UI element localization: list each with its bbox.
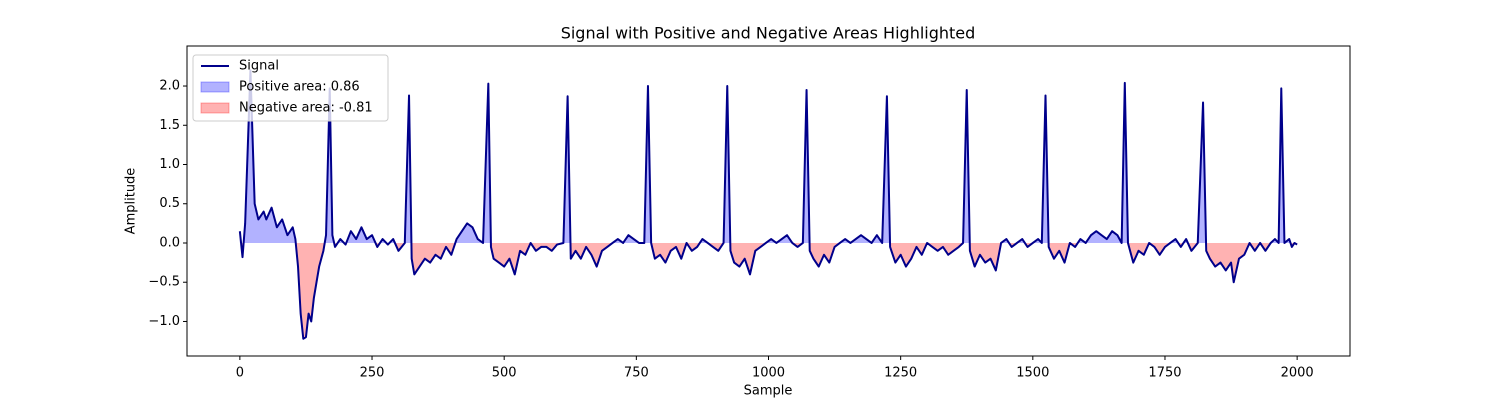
y-tick-label: 1.5 xyxy=(159,118,180,133)
signal-line xyxy=(238,69,1298,340)
x-tick-label: 1250 xyxy=(884,366,917,381)
y-tick-label: 2.0 xyxy=(159,79,180,94)
legend-box xyxy=(192,54,389,122)
x-tick-label: 500 xyxy=(492,366,517,381)
area-fill xyxy=(239,70,1298,243)
legend-swatch xyxy=(200,102,230,114)
x-axis-label: Sample xyxy=(744,384,793,399)
chart-title: Signal with Positive and Negative Areas … xyxy=(561,24,976,43)
x-tick-label: 2000 xyxy=(1281,366,1314,381)
y-tick-label: −0.5 xyxy=(148,275,180,290)
legend-label: Negative area: -0.81 xyxy=(239,101,373,116)
x-tick-label: 0 xyxy=(236,366,244,381)
plot-frame xyxy=(186,45,1351,357)
y-axis-label: Amplitude xyxy=(124,168,139,235)
legend-label: Signal xyxy=(239,59,279,74)
x-tick-label: 750 xyxy=(624,366,649,381)
x-tick-label: 1000 xyxy=(752,366,785,381)
y-tick-label: 0.0 xyxy=(159,235,180,250)
x-tick-label: 1750 xyxy=(1148,366,1181,381)
y-tick-label: 0.5 xyxy=(159,196,180,211)
legend-label: Positive area: 0.86 xyxy=(239,80,360,95)
legend-swatch xyxy=(200,81,230,93)
x-tick-label: 250 xyxy=(360,366,385,381)
x-tick-label: 1500 xyxy=(1016,366,1049,381)
area-fill xyxy=(241,242,1298,339)
y-tick-label: 1.0 xyxy=(159,157,180,172)
y-tick-label: −1.0 xyxy=(148,314,180,329)
